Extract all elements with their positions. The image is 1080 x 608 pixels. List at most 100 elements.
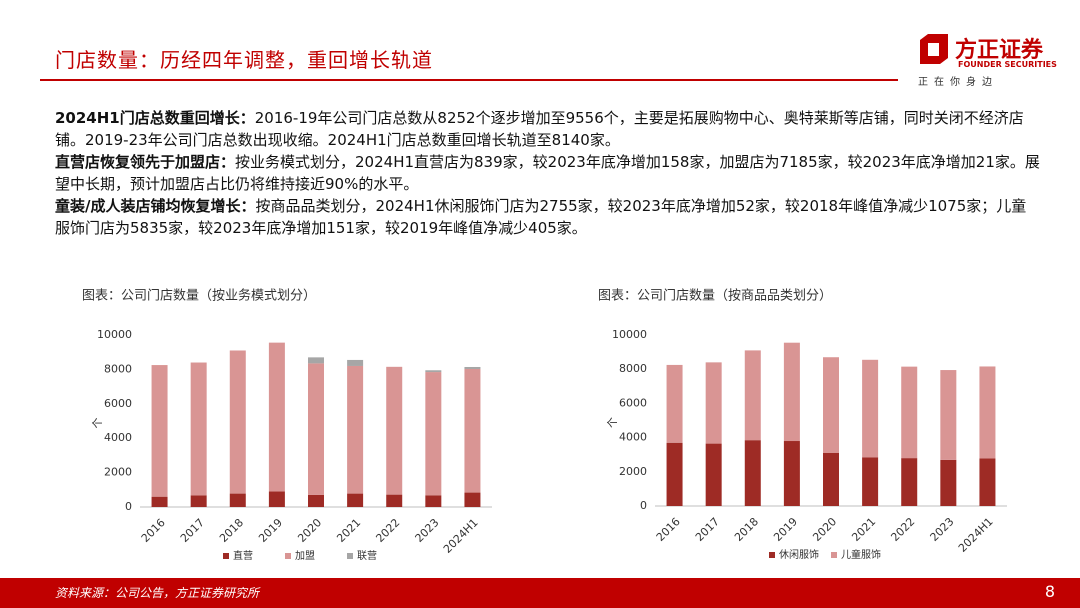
bar-segment — [190, 362, 207, 496]
y-tick-label: 4000 — [104, 431, 132, 444]
bar-segment — [425, 372, 442, 496]
x-tick-label: 2024H1 — [441, 516, 481, 556]
bar-segment — [823, 452, 839, 506]
bar-segment — [666, 442, 683, 506]
y-tick-label: 6000 — [619, 396, 647, 409]
bar-segment — [425, 495, 442, 507]
bar-segment — [268, 342, 285, 492]
x-tick-label: 2017 — [693, 515, 722, 544]
legend-label: 加盟 — [295, 550, 315, 562]
y-tick-label: 4000 — [619, 431, 647, 444]
chart-title: 图表：公司门店数量（按业务模式划分） — [82, 288, 316, 304]
bar-segment — [783, 342, 800, 442]
legend-label: 休闲服饰 — [779, 548, 819, 561]
legend-swatch — [769, 552, 775, 558]
x-tick-label: 2018 — [732, 515, 761, 544]
bar-segment — [666, 364, 683, 443]
y-tick-label: 2000 — [104, 466, 132, 479]
legend-swatch — [285, 553, 291, 559]
bar-segment — [705, 362, 722, 444]
bar-segment — [862, 457, 879, 506]
bar-segment — [979, 458, 996, 506]
title-rule — [40, 79, 898, 81]
bar-segment — [190, 495, 207, 507]
bar-segment — [744, 440, 761, 506]
page-number: 8 — [1044, 582, 1055, 601]
y-tick-label: 2000 — [619, 465, 647, 478]
bar-segment — [425, 370, 442, 373]
bar-segment — [308, 494, 324, 507]
x-tick-label: 2021 — [334, 516, 363, 545]
bar-segment — [823, 357, 839, 453]
chart-title: 图表：公司门店数量（按商品品类划分） — [598, 289, 832, 304]
paragraph-lead: 直营店恢复领先于加盟店： — [55, 153, 236, 171]
paragraph-text: 2016-19年公司门店总数从8252个逐步增加至9556个，主要是拓展购物中心… — [55, 109, 1024, 149]
x-tick-label: 2019 — [256, 516, 285, 545]
x-tick-label: 2020 — [810, 515, 839, 544]
slide-title: 门店数量：历经四年调整，重回增长轨道 — [55, 48, 433, 72]
y-axis-label: 个 — [91, 418, 104, 429]
x-tick-label: 2019 — [771, 515, 800, 544]
paragraph-lead: 2024H1门店总数重回增长： — [55, 109, 255, 127]
y-tick-label: 10000 — [612, 328, 647, 341]
x-tick-label: 2022 — [888, 515, 917, 544]
paragraph-text: 按商品品类划分，2024H1休闲服饰门店为2755家，较2023年底净增加52家… — [55, 197, 1027, 237]
legend-label: 联营 — [357, 549, 377, 562]
x-tick-label: 2018 — [217, 516, 246, 545]
logo-slogan: 正在你身边 — [918, 77, 998, 88]
legend-label: 儿童服饰 — [841, 548, 881, 561]
bar-segment — [901, 366, 918, 459]
bar-segment — [862, 359, 879, 458]
bar-segment — [151, 365, 168, 497]
bar-segment — [783, 441, 800, 506]
bar-segment — [347, 493, 364, 507]
paragraph-lead: 童装/成人装店铺均恢复增长： — [55, 197, 256, 215]
bar-segment — [347, 365, 364, 494]
x-tick-label: 2023 — [413, 516, 442, 545]
source-note: 资料来源：公司公告，方正证券研究所 — [55, 586, 260, 600]
paragraph: 童装/成人装店铺均恢复增长：按商品品类划分，2024H1休闲服饰门店为2755家… — [55, 195, 1040, 239]
bar-segment — [744, 350, 761, 441]
bar-segment — [901, 458, 918, 506]
bar-segment — [386, 494, 403, 507]
paragraph: 2024H1门店总数重回增长：2016-19年公司门店总数从8252个逐步增加至… — [55, 107, 1040, 151]
bar-segment — [386, 366, 403, 495]
bar-segment — [940, 459, 957, 506]
x-tick-label: 2024H1 — [956, 515, 996, 555]
y-tick-label: 6000 — [104, 397, 132, 410]
logo-text: 方正证券 — [955, 38, 1044, 63]
footer-bar — [0, 578, 1080, 608]
x-tick-label: 2021 — [849, 515, 878, 544]
bar-segment — [308, 363, 324, 495]
bar-segment — [940, 370, 957, 460]
y-tick-label: 8000 — [619, 362, 647, 375]
bar-segment — [229, 493, 246, 507]
bar-segment — [705, 443, 722, 506]
x-tick-label: 2016 — [139, 516, 168, 545]
y-tick-label: 0 — [125, 500, 132, 513]
logo-mark — [920, 34, 948, 64]
bar-segment — [464, 492, 481, 507]
logo-english: FOUNDER SECURITIES — [958, 60, 1057, 69]
legend-swatch — [223, 553, 229, 559]
bar-segment — [229, 350, 246, 494]
paragraph: 直营店恢复领先于加盟店：按业务模式划分，2024H1直营店为839家，较2023… — [55, 151, 1040, 195]
x-tick-label: 2016 — [654, 515, 683, 544]
legend-swatch — [347, 553, 353, 559]
y-axis-label: 个 — [606, 417, 619, 428]
x-tick-label: 2023 — [928, 515, 957, 544]
legend-swatch — [831, 552, 837, 558]
bar-segment — [464, 368, 481, 493]
y-tick-label: 8000 — [104, 362, 132, 375]
bar-segment — [151, 496, 168, 507]
bar-segment — [268, 491, 285, 507]
bar-segment — [308, 357, 324, 364]
y-tick-label: 0 — [640, 499, 647, 512]
bar-segment — [979, 366, 996, 459]
x-tick-label: 2022 — [373, 516, 402, 545]
x-tick-label: 2017 — [178, 516, 207, 545]
bar-segment — [464, 366, 481, 369]
x-tick-label: 2020 — [295, 516, 324, 545]
charts: 图表：公司门店数量（按业务模式划分） 个 0 2000 4000 6000 8000 1000… — [82, 288, 1007, 562]
